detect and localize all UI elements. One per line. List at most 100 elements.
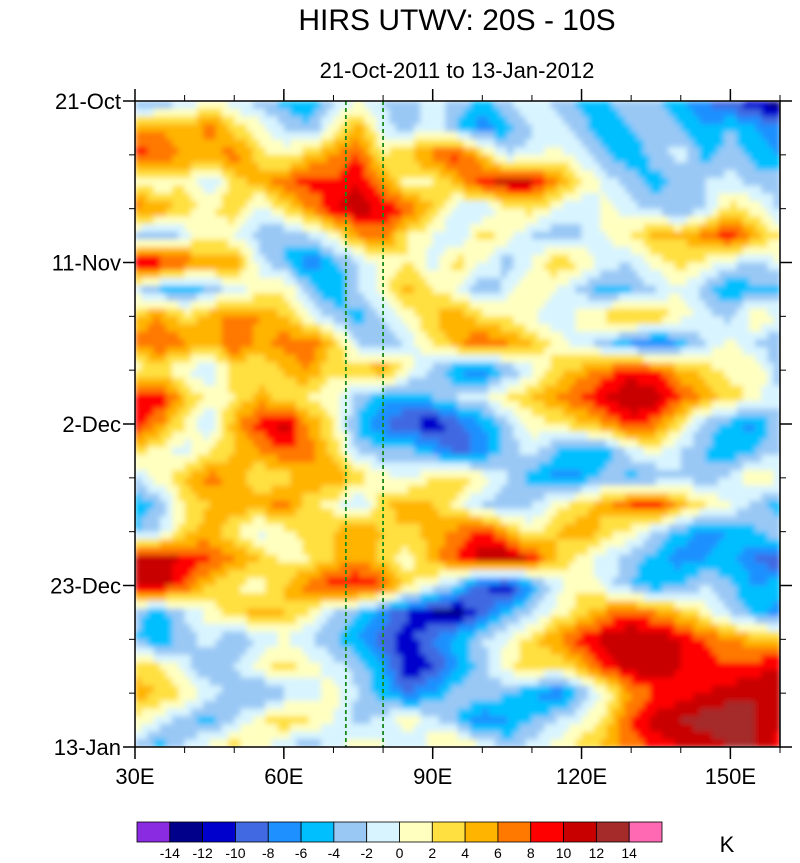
heatmap-cell xyxy=(451,170,459,179)
heatmap-cell xyxy=(550,131,558,141)
heatmap-cell xyxy=(370,262,378,271)
heatmap-cell xyxy=(643,162,651,172)
heatmap-cell xyxy=(451,277,459,287)
heatmap-cell xyxy=(507,254,515,264)
heatmap-cell xyxy=(711,324,719,333)
heatmap-cell xyxy=(358,108,366,118)
heatmap-cell xyxy=(476,293,484,302)
heatmap-cell xyxy=(166,370,174,379)
heatmap-cell xyxy=(296,177,304,187)
heatmap-cell xyxy=(314,177,322,187)
heatmap-cell xyxy=(141,139,149,148)
heatmap-cell xyxy=(494,354,502,364)
heatmap-cell xyxy=(457,200,465,210)
heatmap-cell xyxy=(184,216,192,225)
heatmap-cell xyxy=(606,439,614,448)
heatmap-cell xyxy=(302,162,310,172)
heatmap-cell xyxy=(767,331,775,341)
heatmap-cell xyxy=(277,408,285,418)
heatmap-cell xyxy=(389,124,397,133)
heatmap-cell xyxy=(736,362,744,371)
heatmap-cell xyxy=(277,262,285,271)
heatmap-cell xyxy=(259,439,267,448)
heatmap-cell xyxy=(135,116,142,125)
heatmap-cell xyxy=(147,108,155,118)
heatmap-cell xyxy=(624,231,632,241)
heatmap-cell xyxy=(240,185,248,195)
heatmap-cell xyxy=(314,408,322,418)
heatmap-cell xyxy=(606,200,614,210)
heatmap-cell xyxy=(550,216,558,225)
heatmap-cell xyxy=(575,293,583,302)
heatmap-cell xyxy=(389,216,397,225)
heatmap-cell xyxy=(773,216,780,225)
heatmap-cell xyxy=(457,108,465,118)
heatmap-cell xyxy=(141,193,149,202)
heatmap-cell xyxy=(327,262,335,271)
heatmap-cell xyxy=(252,339,260,348)
heatmap-cell xyxy=(544,216,552,225)
heatmap-cell xyxy=(432,454,440,464)
heatmap-cell xyxy=(618,285,626,295)
heatmap-cell xyxy=(339,224,347,233)
heatmap-cell xyxy=(773,362,780,371)
heatmap-cell xyxy=(333,185,341,195)
heatmap-cell xyxy=(736,224,744,233)
heatmap-cell xyxy=(587,224,595,233)
heatmap-cell xyxy=(494,139,502,148)
heatmap-cell xyxy=(538,224,546,233)
heatmap-cell xyxy=(575,108,583,118)
heatmap-cell xyxy=(414,324,422,333)
heatmap-cell xyxy=(724,216,732,225)
heatmap-cell xyxy=(581,139,589,148)
heatmap-cell xyxy=(308,147,316,156)
heatmap-cell xyxy=(488,162,496,172)
heatmap-cell xyxy=(438,370,446,379)
heatmap-cell xyxy=(662,270,670,279)
heatmap-cell xyxy=(457,324,465,333)
heatmap-cell xyxy=(631,408,639,418)
heatmap-cell xyxy=(624,447,632,456)
heatmap-cell xyxy=(259,316,267,325)
heatmap-cell xyxy=(662,462,670,471)
heatmap-cell xyxy=(550,447,558,456)
heatmap-cell xyxy=(538,116,546,125)
heatmap-cell xyxy=(668,154,676,164)
heatmap-cell xyxy=(569,370,577,379)
heatmap-cell xyxy=(314,247,322,256)
heatmap-cell xyxy=(432,439,440,448)
heatmap-cell xyxy=(259,216,267,225)
heatmap-cell xyxy=(383,277,391,287)
heatmap-cell xyxy=(680,101,688,110)
heatmap-cell xyxy=(618,270,626,279)
heatmap-cell xyxy=(649,208,657,218)
heatmap-cell xyxy=(259,308,267,318)
heatmap-cell xyxy=(221,154,229,164)
heatmap-cell xyxy=(457,385,465,395)
heatmap-cell xyxy=(550,139,558,148)
heatmap-cell xyxy=(736,247,744,256)
heatmap-cell xyxy=(600,262,608,271)
heatmap-cell xyxy=(519,147,527,156)
heatmap-cell xyxy=(358,200,366,210)
heatmap-cell xyxy=(345,385,353,395)
heatmap-cell xyxy=(314,216,322,225)
heatmap-cell xyxy=(680,200,688,210)
heatmap-cell xyxy=(680,147,688,156)
heatmap-cell xyxy=(761,177,769,187)
heatmap-cell xyxy=(438,324,446,333)
heatmap-cell xyxy=(190,300,198,310)
heatmap-cell xyxy=(370,300,378,310)
heatmap-cell xyxy=(457,170,465,179)
heatmap-cell xyxy=(221,162,229,172)
heatmap-cell xyxy=(624,362,632,371)
heatmap-cell xyxy=(531,400,539,410)
heatmap-cell xyxy=(724,270,732,279)
heatmap-cell xyxy=(457,277,465,287)
heatmap-cell xyxy=(562,247,570,256)
heatmap-cell xyxy=(184,424,192,433)
heatmap-cell xyxy=(252,108,260,118)
heatmap-cell xyxy=(445,331,453,341)
heatmap-cell xyxy=(432,339,440,348)
heatmap-cell xyxy=(476,116,484,125)
